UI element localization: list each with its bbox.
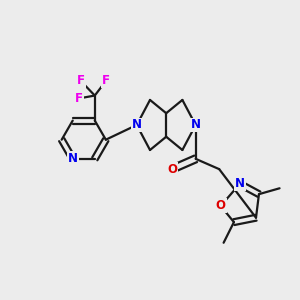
Text: N: N <box>132 118 142 131</box>
Text: N: N <box>68 152 78 165</box>
Text: F: F <box>102 74 110 87</box>
Text: F: F <box>75 92 83 105</box>
Text: O: O <box>216 200 226 212</box>
Text: N: N <box>190 118 201 131</box>
Text: O: O <box>167 163 177 176</box>
Text: N: N <box>235 177 245 190</box>
Text: F: F <box>77 74 85 87</box>
